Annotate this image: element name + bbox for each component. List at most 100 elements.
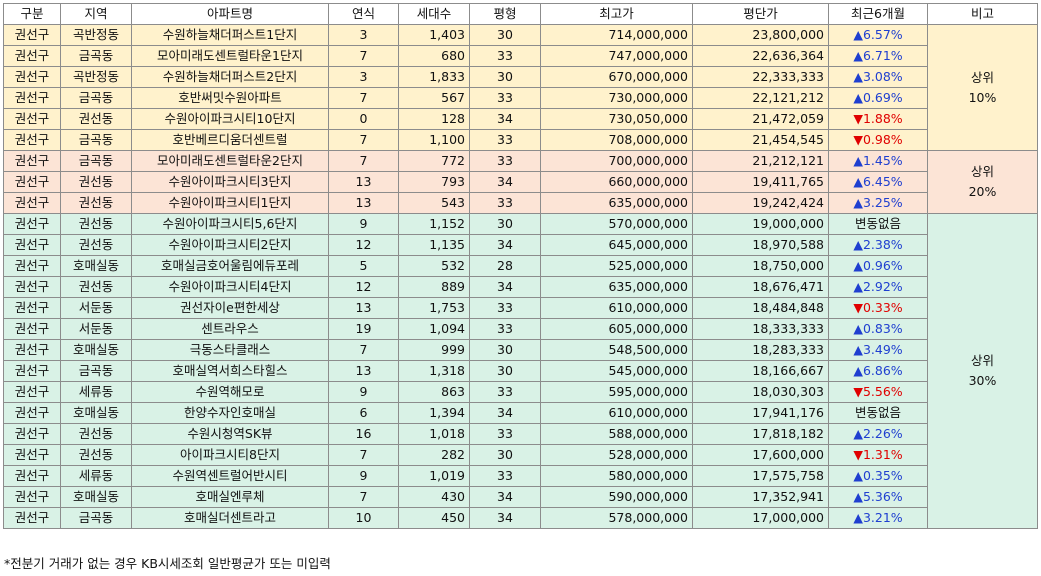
cell-units: 543: [398, 192, 470, 214]
cell-dong: 권선동: [60, 171, 132, 193]
cell-pyeong: 30: [469, 360, 541, 382]
cell-recent-change: ▲3.49%: [828, 339, 928, 361]
table-row: 권선구 곡반정동 수원하늘채더퍼스트2단지 3 1,833 30 670,000,000 22…: [3, 66, 1038, 88]
cell-recent-change: ▲2.26%: [828, 423, 928, 445]
triangle-down-icon: ▼: [853, 132, 863, 147]
cell-apt-name: 수원아이파크시티1단지: [131, 192, 329, 214]
cell-dong: 호매실동: [60, 339, 132, 361]
cell-dong: 곡반정동: [60, 24, 132, 46]
cell-units: 793: [398, 171, 470, 193]
triangle-up-icon: ▲: [853, 69, 863, 84]
cell-gu: 권선구: [3, 339, 61, 361]
cell-age: 9: [328, 213, 399, 235]
cell-price-per-pyeong: 18,030,303: [692, 381, 829, 403]
cell-max-price: 714,000,000: [540, 24, 693, 46]
cell-gu: 권선구: [3, 297, 61, 319]
change-value: 0.69%: [862, 90, 903, 105]
cell-max-price: 595,000,000: [540, 381, 693, 403]
cell-units: 1,753: [398, 297, 470, 319]
cell-recent-change: ▲6.86%: [828, 360, 928, 382]
cell-units: 532: [398, 255, 470, 277]
change-value: 0.96%: [862, 258, 903, 273]
cell-max-price: 545,000,000: [540, 360, 693, 382]
table-row: 권선구 세류동 수원역센트럴어반시티 9 1,019 33 580,000,000 17,57…: [3, 465, 1038, 487]
cell-gu: 권선구: [3, 129, 61, 151]
table-row: 권선구 호매실동 호매실엔루체 7 430 34 590,000,000 17,352,941…: [3, 486, 1038, 508]
cell-price-per-pyeong: 18,283,333: [692, 339, 829, 361]
change-value: 3.21%: [862, 510, 903, 525]
cell-dong: 호매실동: [60, 486, 132, 508]
cell-recent-change: 변동없음: [828, 213, 928, 235]
cell-max-price: 590,000,000: [540, 486, 693, 508]
cell-price-per-pyeong: 18,676,471: [692, 276, 829, 298]
cell-recent-change: ▼1.88%: [828, 108, 928, 130]
cell-max-price: 670,000,000: [540, 66, 693, 88]
cell-apt-name: 한양수자인호매실: [131, 402, 329, 424]
cell-pyeong: 33: [469, 87, 541, 109]
cell-price-per-pyeong: 18,970,588: [692, 234, 829, 256]
cell-gu: 권선구: [3, 171, 61, 193]
cell-price-per-pyeong: 22,121,212: [692, 87, 829, 109]
cell-pyeong: 34: [469, 171, 541, 193]
triangle-up-icon: ▲: [853, 27, 863, 42]
cell-pyeong: 30: [469, 24, 541, 46]
group-note: 상위 10%: [927, 24, 1038, 151]
cell-price-per-pyeong: 17,352,941: [692, 486, 829, 508]
change-value: 3.49%: [862, 342, 903, 357]
cell-pyeong: 30: [469, 339, 541, 361]
cell-recent-change: ▲3.21%: [828, 507, 928, 529]
table-row: 권선구 권선동 수원아이파크시티1단지 13 543 33 635,000,000 19,24…: [3, 192, 1038, 214]
table-row: 권선구 금곡동 모아미래도센트럴타운2단지 7 772 33 700,000,000 21,2…: [3, 150, 1038, 214]
cell-dong: 곡반정동: [60, 66, 132, 88]
cell-recent-change: ▼0.33%: [828, 297, 928, 319]
triangle-up-icon: ▲: [853, 153, 863, 168]
cell-age: 7: [328, 150, 399, 172]
triangle-up-icon: ▲: [853, 279, 863, 294]
cell-age: 12: [328, 276, 399, 298]
cell-pyeong: 33: [469, 150, 541, 172]
cell-recent-change: ▲2.38%: [828, 234, 928, 256]
cell-units: 128: [398, 108, 470, 130]
cell-recent-change: ▲0.69%: [828, 87, 928, 109]
cell-age: 13: [328, 192, 399, 214]
table-row: 권선구 호매실동 극동스타클래스 7 999 30 548,500,000 18,283,33…: [3, 339, 1038, 361]
table-row: 권선구 세류동 수원역해모로 9 863 33 595,000,000 18,030,303 ▼…: [3, 381, 1038, 403]
cell-gu: 권선구: [3, 360, 61, 382]
cell-gu: 권선구: [3, 423, 61, 445]
cell-dong: 금곡동: [60, 360, 132, 382]
cell-apt-name: 센트라우스: [131, 318, 329, 340]
cell-units: 1,152: [398, 213, 470, 235]
cell-age: 5: [328, 255, 399, 277]
cell-dong: 금곡동: [60, 150, 132, 172]
group-note: 상위 30%: [927, 213, 1038, 529]
table-row: 권선구 금곡동 호반써밋수원아파트 7 567 33 730,000,000 22,121,2…: [3, 87, 1038, 109]
header-units: 세대수: [398, 3, 470, 25]
cell-pyeong: 33: [469, 465, 541, 487]
cell-price-per-pyeong: 17,600,000: [692, 444, 829, 466]
cell-gu: 권선구: [3, 108, 61, 130]
group-note-line2: 30%: [968, 373, 997, 388]
cell-max-price: 660,000,000: [540, 171, 693, 193]
triangle-up-icon: ▲: [853, 426, 863, 441]
cell-apt-name: 수원역해모로: [131, 381, 329, 403]
change-value: 6.57%: [862, 27, 903, 42]
cell-recent-change: ▲0.35%: [828, 465, 928, 487]
triangle-up-icon: ▲: [853, 342, 863, 357]
cell-price-per-pyeong: 18,750,000: [692, 255, 829, 277]
change-value: 2.38%: [862, 237, 903, 252]
triangle-up-icon: ▲: [853, 90, 863, 105]
cell-max-price: 708,000,000: [540, 129, 693, 151]
change-value: 3.08%: [862, 69, 903, 84]
cell-price-per-pyeong: 17,000,000: [692, 507, 829, 529]
cell-units: 889: [398, 276, 470, 298]
cell-gu: 권선구: [3, 444, 61, 466]
cell-gu: 권선구: [3, 486, 61, 508]
apartment-price-table: 구분 지역 아파트명 연식 세대수 평형 최고가 평단가 최근6개월 비고 권선…: [3, 3, 1038, 529]
cell-max-price: 610,000,000: [540, 402, 693, 424]
cell-price-per-pyeong: 19,000,000: [692, 213, 829, 235]
cell-gu: 권선구: [3, 213, 61, 235]
cell-age: 7: [328, 45, 399, 67]
cell-dong: 금곡동: [60, 507, 132, 529]
change-value: 6.45%: [862, 174, 903, 189]
table-row: 권선구 금곡동 호매실역서희스타힐스 13 1,318 30 545,000,000 18,1…: [3, 360, 1038, 382]
